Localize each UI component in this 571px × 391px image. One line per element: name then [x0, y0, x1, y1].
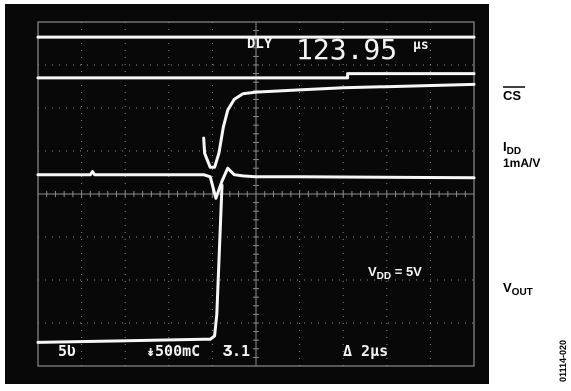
- vout-label: VOUT: [503, 280, 533, 298]
- trace-idd: [202, 82, 476, 169]
- trace-vout_low: [36, 183, 224, 344]
- idd-scale-label: 1mA/V: [503, 156, 540, 170]
- trace-vout: [36, 166, 476, 200]
- graticule-border: [37, 21, 475, 367]
- delay-label: DLY: [247, 36, 273, 52]
- delay-unit: µs: [413, 38, 429, 53]
- waveform-traces: [36, 35, 476, 344]
- scale-readout-ch1: 5Ʋ: [58, 342, 76, 360]
- delay-value: 123.95: [296, 33, 397, 66]
- scale-readout-ch2: ↡500mC: [146, 342, 200, 360]
- idd-label: IDD: [503, 139, 521, 157]
- trace-cs: [36, 72, 476, 80]
- scale-readout-timebase: Δ 2µs: [343, 342, 388, 360]
- vdd-annotation: VDD = 5V: [368, 264, 422, 282]
- scale-readout-trigger: Ʒ.1: [223, 342, 250, 360]
- figure-code: 01114-020: [558, 340, 568, 382]
- cs-label: CS: [503, 88, 521, 103]
